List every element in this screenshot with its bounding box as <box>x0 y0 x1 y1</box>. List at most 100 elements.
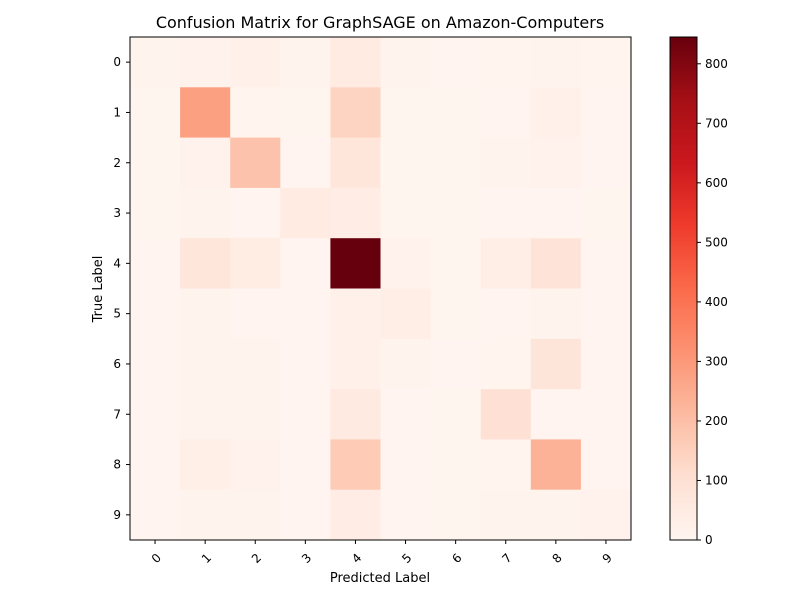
heatmap-cell-8-6 <box>430 439 482 491</box>
heatmap-cell-9-2 <box>230 489 281 541</box>
plot-frame <box>129 36 632 541</box>
heatmap-cell-9-6 <box>430 489 482 541</box>
heatmap-cell-6-5 <box>380 338 432 390</box>
heatmap-cell-0-0 <box>130 37 181 88</box>
x-tick-label: 7 <box>499 551 514 566</box>
heatmap-cell-9-7 <box>480 489 532 541</box>
heatmap-cell-0-8 <box>530 37 582 88</box>
heatmap-cell-0-7 <box>480 37 532 88</box>
heatmap-cell-7-6 <box>430 389 482 440</box>
heatmap-cell-9-1 <box>180 489 231 541</box>
heatmap-cell-6-6 <box>430 338 482 390</box>
heatmap-cell-5-0 <box>130 288 181 340</box>
heatmap-cell-3-0 <box>130 187 181 239</box>
y-tick-label: 5 <box>113 307 121 321</box>
heatmap-cell-5-8 <box>530 288 582 340</box>
heatmap-cell-2-4 <box>330 137 381 189</box>
x-tick-label: 4 <box>349 551 364 566</box>
x-tick-label: 3 <box>299 551 314 566</box>
heatmap-cell-8-1 <box>180 439 231 491</box>
x-axis-ticks: 0 1 2 3 4 5 6 7 8 9 <box>149 540 615 566</box>
heatmap-cell-4-2 <box>230 238 281 289</box>
heatmap-cell-3-3 <box>280 187 331 239</box>
colorbar-ticks: 0 100 200 300 400 500 600 700 800 <box>697 57 728 547</box>
x-tick-label: 5 <box>399 551 414 566</box>
heatmap-cell-2-7 <box>480 137 532 189</box>
heatmap-cell-6-3 <box>280 338 331 390</box>
colorbar-tick-label: 700 <box>705 116 728 130</box>
heatmap-cell-7-5 <box>380 389 432 440</box>
heatmap-cell-7-2 <box>230 389 281 440</box>
heatmap-cell-4-7 <box>480 238 532 289</box>
heatmap-cell-0-6 <box>430 37 482 88</box>
heatmap-cell-0-4 <box>330 37 381 88</box>
heatmap-cell-5-5 <box>380 288 432 340</box>
colorbar-tick-label: 500 <box>705 235 728 249</box>
colorbar-tick-label: 600 <box>705 176 728 190</box>
heatmap-cell-6-2 <box>230 338 281 390</box>
heatmap-cell-1-2 <box>230 87 281 139</box>
chart-title: Confusion Matrix for GraphSAGE on Amazon… <box>156 13 604 32</box>
heatmap-cell-6-8 <box>530 338 582 390</box>
heatmap-cell-3-8 <box>530 187 582 239</box>
heatmap-cell-3-2 <box>230 187 281 239</box>
colorbar-tick-label: 400 <box>705 295 728 309</box>
heatmap-cell-2-6 <box>430 137 482 189</box>
y-tick-label: 8 <box>113 458 121 472</box>
heatmap-cell-8-8 <box>530 439 582 491</box>
heatmap-cell-2-0 <box>130 137 181 189</box>
heatmap-cell-4-0 <box>130 238 181 289</box>
heatmap-cell-4-9 <box>580 238 632 289</box>
heatmap-cell-9-5 <box>380 489 432 541</box>
heatmap-cell-1-4 <box>330 87 381 139</box>
y-tick-label: 6 <box>113 357 121 371</box>
colorbar-tick-label: 100 <box>705 473 728 487</box>
heatmap-cell-4-3 <box>280 238 331 289</box>
heatmap-cell-1-6 <box>430 87 482 139</box>
heatmap-cell-1-9 <box>580 87 632 139</box>
heatmap-cell-7-9 <box>580 389 632 440</box>
heatmap-cell-2-9 <box>580 137 632 189</box>
heatmap-cell-3-1 <box>180 187 231 239</box>
heatmap-cell-8-5 <box>380 439 432 491</box>
heatmap-cell-6-9 <box>580 338 632 390</box>
heatmap-cell-3-7 <box>480 187 532 239</box>
heatmap-cell-1-3 <box>280 87 331 139</box>
colorbar-tick-label: 200 <box>705 414 728 428</box>
x-tick-label: 1 <box>199 551 214 566</box>
heatmap-cell-6-7 <box>480 338 532 390</box>
heatmap-cell-2-8 <box>530 137 582 189</box>
heatmap-cell-7-0 <box>130 389 181 440</box>
heatmap-cell-4-8 <box>530 238 582 289</box>
x-tick-label: 2 <box>249 551 264 566</box>
heatmap-cell-7-8 <box>530 389 582 440</box>
y-tick-label: 7 <box>113 407 121 421</box>
colorbar-tick-label: 800 <box>705 57 728 71</box>
heatmap-cell-2-2 <box>230 137 281 189</box>
heatmap-cell-8-4 <box>330 439 381 491</box>
colorbar-gradient <box>669 36 698 541</box>
x-tick-label: 0 <box>149 551 164 566</box>
heatmap-cell-4-6 <box>430 238 482 289</box>
heatmap-cell-7-3 <box>280 389 331 440</box>
colorbar-tick-label: 0 <box>705 533 713 547</box>
heatmap-cell-8-0 <box>130 439 181 491</box>
heatmap-cells <box>130 37 632 541</box>
x-tick-label: 8 <box>549 551 564 566</box>
heatmap-cell-9-0 <box>130 489 181 541</box>
heatmap-cell-4-1 <box>180 238 231 289</box>
heatmap-cell-6-0 <box>130 338 181 390</box>
heatmap-cell-9-9 <box>580 489 632 541</box>
y-axis-ticks: 0 1 2 3 4 5 6 7 8 9 <box>113 55 130 522</box>
heatmap-cell-5-3 <box>280 288 331 340</box>
x-tick-label: 9 <box>600 551 615 566</box>
heatmap-cell-8-7 <box>480 439 532 491</box>
heatmap-cell-2-3 <box>280 137 331 189</box>
colorbar: 0 100 200 300 400 500 600 700 800 <box>669 36 728 547</box>
heatmap-cell-8-3 <box>280 439 331 491</box>
y-tick-label: 3 <box>113 206 121 220</box>
heatmap-cell-7-4 <box>330 389 381 440</box>
heatmap-cell-1-8 <box>530 87 582 139</box>
